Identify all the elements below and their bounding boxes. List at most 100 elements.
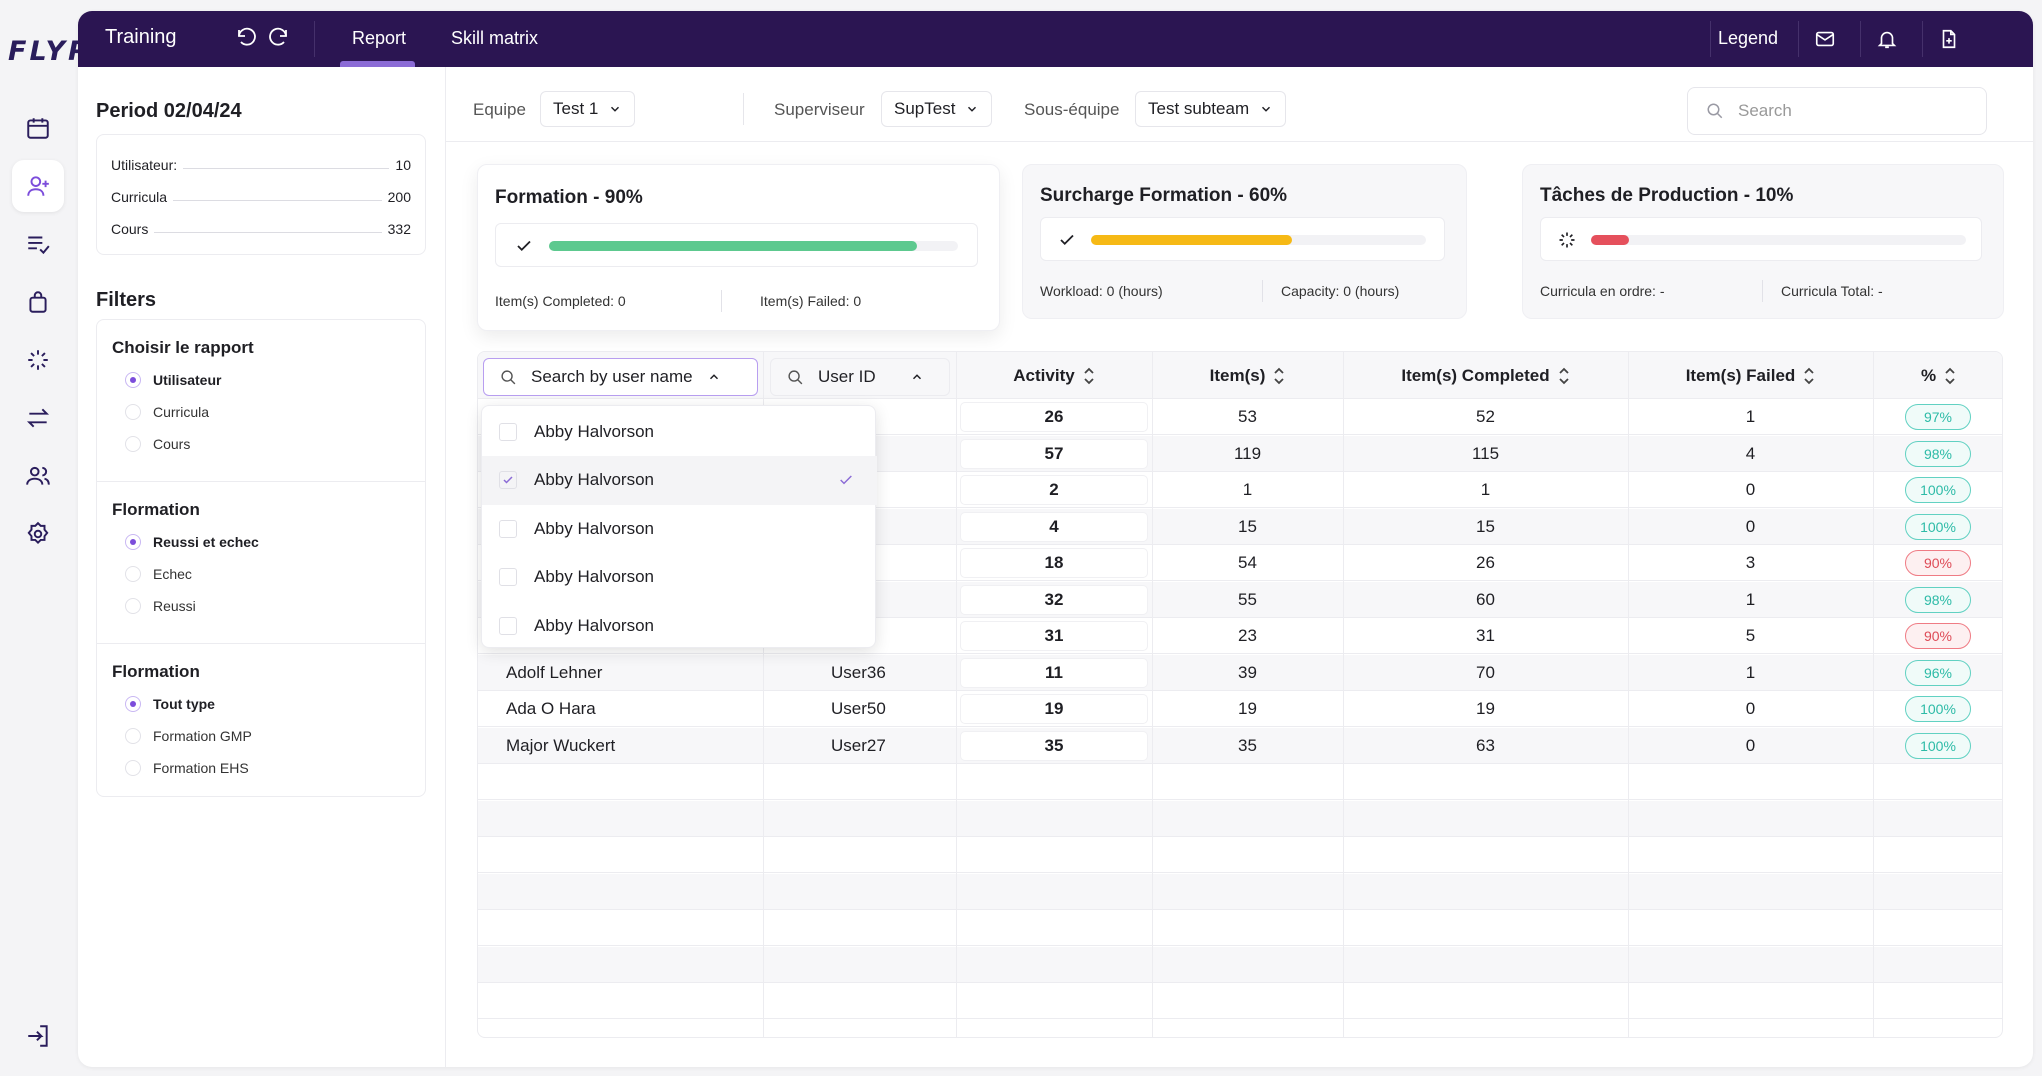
file-add-icon xyxy=(1938,28,1960,50)
checkbox[interactable] xyxy=(499,422,517,441)
search-icon xyxy=(787,369,804,386)
items-failed-cell: 1 xyxy=(1745,407,1756,426)
user-id-filter[interactable]: User ID xyxy=(770,358,950,396)
transfer-button[interactable] xyxy=(12,392,64,444)
users-report-button[interactable] xyxy=(12,160,64,212)
checkbox[interactable] xyxy=(499,568,517,587)
activity-cell: 4 xyxy=(961,512,1147,541)
radio-utilisateur[interactable]: Utilisateur xyxy=(125,372,221,388)
notifications-button[interactable] xyxy=(1867,19,1907,59)
left-rail: FLYP xyxy=(0,0,88,1076)
sort-icon xyxy=(1083,365,1095,387)
chevron-down-icon xyxy=(608,102,622,116)
sous-equipe-select[interactable]: Test subteam xyxy=(1135,91,1287,127)
progress-container xyxy=(495,223,978,267)
items-cell: 15 xyxy=(1238,516,1257,536)
items-failed-cell: 1 xyxy=(1745,662,1756,682)
summary-card-surcharge: Surcharge Formation - 60% Workload: 0 (h… xyxy=(1022,164,1467,319)
user-name-cell: Ada O Hara xyxy=(506,699,596,718)
col-items[interactable]: Item(s) xyxy=(1152,352,1343,399)
dropdown-option-label: Abby Halvorson xyxy=(534,615,655,635)
items-cell: 1 xyxy=(1242,480,1253,499)
tab-report[interactable]: Report xyxy=(352,28,407,48)
sous-equipe-value: Test subteam xyxy=(1148,99,1250,118)
stat-row: Utilisateur: 10 xyxy=(111,157,411,173)
check-icon xyxy=(1057,231,1077,249)
summary-title: Surcharge Formation - 60% xyxy=(1040,185,1288,206)
legend-button[interactable]: Legend xyxy=(1718,28,1779,48)
radio-dot xyxy=(125,696,141,712)
activity-cell: 57 xyxy=(961,439,1147,468)
filter-group-title: Choisir le rapport xyxy=(112,338,254,357)
export-button[interactable] xyxy=(1929,19,1969,59)
radio-curricula[interactable]: Curricula xyxy=(125,404,209,420)
items-failed-cell: 0 xyxy=(1745,699,1756,718)
check-icon xyxy=(514,237,534,255)
calendar-button[interactable] xyxy=(12,102,64,154)
table-row[interactable]: 1312331590% xyxy=(478,618,2002,654)
mail-button[interactable] xyxy=(1805,19,1845,59)
user-name-search[interactable]: Search by user name xyxy=(483,358,758,396)
radio-formation-gmp[interactable]: Formation GMP xyxy=(125,728,252,744)
metric-curricula-total: Curricula Total: - xyxy=(1781,283,1883,299)
activity-cell: 32 xyxy=(961,585,1147,614)
radio-dot xyxy=(125,534,141,550)
chevron-down-icon xyxy=(1259,102,1273,116)
chevron-up-icon xyxy=(707,370,721,384)
team-button[interactable] xyxy=(12,450,64,502)
superviseur-select[interactable]: SupTest xyxy=(881,91,993,127)
bag-button[interactable] xyxy=(12,276,64,328)
col-items-failed[interactable]: Item(s) Failed xyxy=(1628,352,1873,399)
radio-dot xyxy=(125,728,141,744)
col-percent[interactable]: % xyxy=(1873,352,2002,399)
checkbox[interactable] xyxy=(499,616,517,635)
items-failed-cell: 0 xyxy=(1745,480,1756,499)
table-row[interactable]: Adolf Lehner User36 11 39 70 1 96% xyxy=(478,654,2002,691)
items-cell: 53 xyxy=(1238,407,1257,426)
dropdown-option[interactable]: Abby Halvorson xyxy=(482,407,877,456)
metric-capacity: Capacity: 0 (hours) xyxy=(1281,283,1400,299)
checklist-button[interactable] xyxy=(12,218,64,270)
tab-skill-matrix[interactable]: Skill matrix xyxy=(451,28,539,48)
settings-icon xyxy=(25,521,51,547)
undo-icon[interactable] xyxy=(235,26,259,50)
search-icon xyxy=(500,369,517,386)
dropdown-option[interactable]: Abby Halvorson xyxy=(482,455,877,505)
radio-tout-type[interactable]: Tout type xyxy=(125,696,215,712)
calendar-icon xyxy=(25,115,51,141)
equipe-select[interactable]: Test 1 xyxy=(540,91,636,127)
radio-formation-ehs[interactable]: Formation EHS xyxy=(125,760,249,776)
table-row[interactable]: Ada O Hara User50 19 19 19 0 100% xyxy=(478,691,2002,727)
sous-equipe-label: Sous-équipe xyxy=(1024,100,1120,119)
dropdown-option-label: Abby Halvorson xyxy=(534,567,655,587)
dropdown-option[interactable]: Abby Halvorson xyxy=(482,601,877,650)
redo-icon[interactable] xyxy=(266,26,290,50)
radio-cours[interactable]: Cours xyxy=(125,436,190,452)
stat-row: Curricula 200 xyxy=(111,189,411,205)
col-items-completed[interactable]: Item(s) Completed xyxy=(1343,352,1628,399)
dropdown-option[interactable]: Abby Halvorson xyxy=(482,504,877,553)
stat-value: 332 xyxy=(387,221,411,237)
user-name-dropdown: Abby Halvorson Abby Halvorson Abby Halvors… xyxy=(481,405,877,650)
percent-badge: 97% xyxy=(1905,404,1971,430)
table-row[interactable]: 6265352197% xyxy=(478,399,2002,435)
search-input[interactable]: Search xyxy=(1687,87,1987,135)
radio-reussi-et-echec[interactable]: Reussi et echec xyxy=(125,534,259,550)
dropdown-option[interactable]: Abby Halvorson xyxy=(482,553,877,602)
bell-icon xyxy=(1876,28,1898,50)
table-row[interactable]: Major Wuckert User27 35 35 63 0 100% xyxy=(478,727,2002,764)
mail-icon xyxy=(1814,28,1836,50)
logout-button[interactable] xyxy=(12,1010,64,1062)
empty-row xyxy=(478,837,2002,873)
radio-echec[interactable]: Echec xyxy=(125,566,192,582)
settings-button[interactable] xyxy=(12,508,64,560)
items-failed-cell: 0 xyxy=(1745,735,1756,755)
table-row[interactable]: 72110100% xyxy=(478,472,2002,508)
loader-button[interactable] xyxy=(12,334,64,386)
radio-label: Formation GMP xyxy=(153,728,252,744)
check-icon xyxy=(837,472,855,488)
checkbox[interactable] xyxy=(499,471,517,490)
checkbox[interactable] xyxy=(499,519,517,538)
radio-reussi[interactable]: Reussi xyxy=(125,598,196,614)
col-activity[interactable]: Activity xyxy=(956,352,1152,399)
